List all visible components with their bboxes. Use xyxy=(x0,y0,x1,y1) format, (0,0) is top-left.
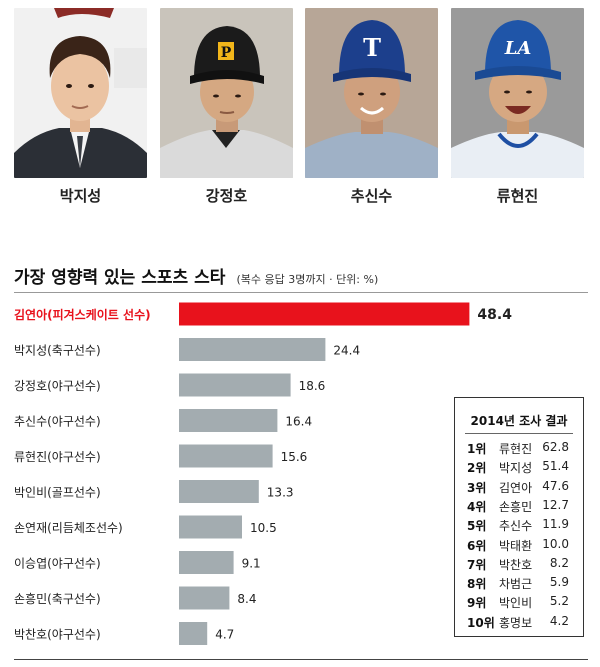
chart-title: 가장 영향력 있는 스포츠 스타 xyxy=(14,268,226,288)
ranking-row: 6위 박태환 10.0 xyxy=(455,537,583,557)
percent-value: 12.7 xyxy=(542,497,569,512)
svg-text:T: T xyxy=(363,33,381,62)
ranking-row: 2위 박지성 51.4 xyxy=(455,459,583,479)
divider xyxy=(465,433,573,434)
rank-label: 9위 xyxy=(467,596,487,611)
rank-label: 2위 xyxy=(467,461,487,476)
rank-label: 10위 xyxy=(467,615,495,630)
category-label: 박찬호(야구선수) xyxy=(14,627,101,642)
percent-value: 5.2 xyxy=(549,594,569,609)
value-label: 9.1 xyxy=(242,557,261,571)
rank-label: 7위 xyxy=(467,557,487,572)
ranking-row: 10위 홍명보 4.2 xyxy=(455,614,583,634)
previous-survey-box: 2014년 조사 결과 1위 류현진 62.8 2위 박지성 51.4 3위 김연아 47.6 4… xyxy=(454,397,584,637)
value-label: 4.7 xyxy=(215,628,234,642)
percent-value: 8.2 xyxy=(549,555,569,570)
percent-value: 11.9 xyxy=(542,517,569,532)
percent-value: 4.2 xyxy=(549,613,569,628)
rank-label: 1위 xyxy=(467,442,487,456)
category-label: 강정호(야구선수) xyxy=(14,379,101,393)
value-label: 15.6 xyxy=(281,450,308,464)
bar-chart: 김연아(피겨스케이트 선수) 48.4 박지성(축구선수) 24.4 강정호(야구선수)… xyxy=(14,302,512,645)
ranking-row: 9위 박인비 5.2 xyxy=(455,594,583,614)
ranking-row: 5위 추신수 11.9 xyxy=(455,517,583,537)
rank-label: 8위 xyxy=(467,577,487,592)
bar xyxy=(179,302,470,326)
athlete-name: 김연아 xyxy=(499,480,533,495)
athlete-name: 박지성 xyxy=(499,461,533,476)
divider xyxy=(14,292,588,293)
value-label: 48.4 xyxy=(477,307,512,323)
category-label: 손흥민(축구선수) xyxy=(14,592,101,606)
divider xyxy=(14,659,588,660)
box-title: 2014년 조사 결과 xyxy=(470,414,568,428)
ranking-row: 1위 류현진 62.8 xyxy=(455,440,583,460)
rank-label: 3위 xyxy=(467,480,487,495)
athlete-name: 박태환 xyxy=(499,538,533,553)
percent-value: 51.4 xyxy=(542,459,569,474)
ranking-row: 7위 박찬호 8.2 xyxy=(455,556,583,576)
value-label: 13.3 xyxy=(267,486,294,500)
category-label: 손연재(리듬체조선수) xyxy=(14,521,123,535)
athlete-name: 손흥민 xyxy=(499,499,533,514)
bar xyxy=(179,338,326,361)
category-label: 박인비(골프선수) xyxy=(14,486,101,500)
svg-text:P: P xyxy=(221,45,232,61)
value-label: 24.4 xyxy=(333,344,360,358)
bar xyxy=(179,444,273,468)
rank-label: 5위 xyxy=(467,519,487,534)
svg-text:LA: LA xyxy=(504,38,532,59)
chart-header: 가장 영향력 있는 스포츠 스타 (복수 응답 3명까지 · 단위: %) xyxy=(14,263,378,288)
athlete-name: 강정호 xyxy=(205,187,248,205)
athlete-name: 류현진 xyxy=(496,187,539,205)
photo-strip: 박지성 P 강정호 T xyxy=(0,0,600,215)
value-label: 8.4 xyxy=(237,592,256,606)
category-label: 추신수(야구선수) xyxy=(14,415,101,429)
bar xyxy=(179,515,242,539)
athlete-name: 홍명보 xyxy=(499,615,533,630)
value-label: 18.6 xyxy=(299,379,326,393)
rank-label: 6위 xyxy=(467,538,487,553)
bar xyxy=(179,480,259,503)
bar xyxy=(179,409,278,432)
ranking-row: 3위 김연아 47.6 xyxy=(455,479,583,499)
value-label: 10.5 xyxy=(250,521,277,535)
ranking-row: 4위 손흥민 12.7 xyxy=(455,498,583,518)
athlete-photo: LA xyxy=(451,8,584,178)
chart-subtitle: (복수 응답 3명까지 · 단위: %) xyxy=(236,273,379,286)
percent-value: 10.0 xyxy=(542,536,569,551)
bar xyxy=(179,373,291,397)
percent-value: 62.8 xyxy=(542,440,569,454)
athlete-name: 추신수 xyxy=(499,519,533,534)
value-label: 16.4 xyxy=(285,415,312,429)
athlete-name: 류현진 xyxy=(499,442,533,456)
percent-value: 47.6 xyxy=(542,478,569,493)
athlete-name: 박지성 xyxy=(59,187,102,205)
category-label: 이승엽(야구선수) xyxy=(14,557,101,571)
ranking-row: 8위 차범근 5.9 xyxy=(455,575,583,595)
category-label: 김연아(피겨스케이트 선수) xyxy=(14,307,151,322)
athlete-name: 박찬호 xyxy=(499,557,533,572)
percent-value: 5.9 xyxy=(549,575,569,590)
category-label: 류현진(야구선수) xyxy=(14,450,101,464)
bar xyxy=(179,586,230,610)
athlete-photo xyxy=(14,8,147,178)
athlete-name: 차범근 xyxy=(499,577,533,592)
category-label: 박지성(축구선수) xyxy=(14,344,101,358)
athlete-photo: P xyxy=(160,8,293,178)
bar xyxy=(179,551,234,574)
athlete-name: 추신수 xyxy=(350,187,393,205)
bar xyxy=(179,622,208,645)
rank-label: 4위 xyxy=(467,499,487,514)
athlete-photo: T xyxy=(305,8,438,178)
athlete-name: 박인비 xyxy=(499,596,533,611)
